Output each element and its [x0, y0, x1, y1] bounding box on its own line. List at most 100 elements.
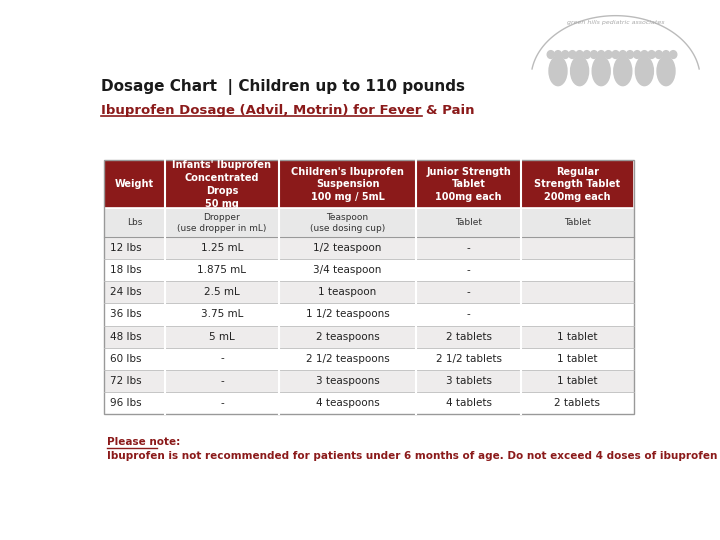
Text: 2 teaspoons: 2 teaspoons: [315, 332, 379, 341]
FancyBboxPatch shape: [279, 326, 416, 348]
FancyBboxPatch shape: [165, 348, 279, 369]
FancyBboxPatch shape: [521, 326, 634, 348]
FancyBboxPatch shape: [165, 369, 279, 392]
FancyBboxPatch shape: [104, 392, 165, 414]
FancyBboxPatch shape: [279, 348, 416, 369]
Text: 1 teaspoon: 1 teaspoon: [318, 287, 377, 298]
FancyBboxPatch shape: [416, 303, 521, 326]
FancyBboxPatch shape: [104, 348, 165, 369]
Text: 3 tablets: 3 tablets: [446, 376, 492, 386]
Ellipse shape: [547, 51, 554, 58]
FancyBboxPatch shape: [104, 369, 165, 392]
FancyBboxPatch shape: [521, 238, 634, 259]
FancyBboxPatch shape: [416, 160, 521, 208]
Ellipse shape: [619, 51, 626, 58]
FancyBboxPatch shape: [521, 160, 634, 208]
FancyBboxPatch shape: [521, 208, 634, 238]
FancyBboxPatch shape: [279, 238, 416, 259]
Text: 2 1/2 teaspoons: 2 1/2 teaspoons: [306, 354, 390, 363]
Text: 4 tablets: 4 tablets: [446, 397, 492, 408]
Text: 1 1/2 teaspoons: 1 1/2 teaspoons: [306, 309, 390, 320]
Ellipse shape: [648, 51, 655, 58]
Ellipse shape: [576, 51, 583, 58]
FancyBboxPatch shape: [279, 160, 416, 208]
Text: 4 teaspoons: 4 teaspoons: [315, 397, 379, 408]
Ellipse shape: [614, 57, 632, 86]
FancyBboxPatch shape: [416, 259, 521, 281]
FancyBboxPatch shape: [104, 238, 165, 259]
Text: Lbs: Lbs: [127, 218, 143, 227]
Text: 2 tablets: 2 tablets: [554, 397, 600, 408]
Text: Dosage Chart  | Children up to 110 pounds: Dosage Chart | Children up to 110 pounds: [101, 79, 465, 96]
FancyBboxPatch shape: [279, 303, 416, 326]
Text: 3.75 mL: 3.75 mL: [201, 309, 243, 320]
Text: Regular
Strength Tablet
200mg each: Regular Strength Tablet 200mg each: [534, 166, 621, 202]
Text: Children's Ibuprofen
Suspension
100 mg / 5mL: Children's Ibuprofen Suspension 100 mg /…: [291, 166, 404, 202]
FancyBboxPatch shape: [104, 259, 165, 281]
Ellipse shape: [626, 51, 634, 58]
FancyBboxPatch shape: [416, 281, 521, 303]
Ellipse shape: [636, 57, 654, 86]
FancyBboxPatch shape: [416, 208, 521, 238]
FancyBboxPatch shape: [279, 369, 416, 392]
FancyBboxPatch shape: [104, 208, 165, 238]
FancyBboxPatch shape: [165, 160, 279, 208]
Ellipse shape: [641, 51, 648, 58]
Text: 1.875 mL: 1.875 mL: [197, 266, 246, 275]
Ellipse shape: [634, 51, 641, 58]
FancyBboxPatch shape: [521, 348, 634, 369]
Text: -: -: [220, 354, 224, 363]
Text: -: -: [467, 309, 470, 320]
Text: 2 1/2 tablets: 2 1/2 tablets: [436, 354, 502, 363]
Text: 3/4 teaspoon: 3/4 teaspoon: [313, 266, 382, 275]
Ellipse shape: [590, 51, 598, 58]
Ellipse shape: [554, 51, 562, 58]
Text: Tablet: Tablet: [564, 218, 591, 227]
FancyBboxPatch shape: [416, 392, 521, 414]
FancyBboxPatch shape: [521, 303, 634, 326]
FancyBboxPatch shape: [165, 281, 279, 303]
Text: -: -: [220, 376, 224, 386]
FancyBboxPatch shape: [416, 369, 521, 392]
FancyBboxPatch shape: [104, 281, 165, 303]
Ellipse shape: [612, 51, 619, 58]
Text: Junior Strength
Tablet
100mg each: Junior Strength Tablet 100mg each: [426, 166, 511, 202]
FancyBboxPatch shape: [165, 238, 279, 259]
Ellipse shape: [583, 51, 590, 58]
Ellipse shape: [670, 51, 677, 58]
FancyBboxPatch shape: [279, 392, 416, 414]
Text: 18 lbs: 18 lbs: [109, 266, 141, 275]
Text: 96 lbs: 96 lbs: [109, 397, 141, 408]
Text: -: -: [467, 266, 470, 275]
Ellipse shape: [655, 51, 662, 58]
Ellipse shape: [657, 57, 675, 86]
Text: Infants' Ibuprofen
Concentrated
Drops
50 mg: Infants' Ibuprofen Concentrated Drops 50…: [172, 160, 271, 208]
FancyBboxPatch shape: [165, 326, 279, 348]
FancyBboxPatch shape: [521, 281, 634, 303]
Text: 60 lbs: 60 lbs: [109, 354, 141, 363]
Text: Ibuprofen is not recommended for patients under 6 months of age. Do not exceed 4: Ibuprofen is not recommended for patient…: [107, 451, 720, 461]
FancyBboxPatch shape: [416, 326, 521, 348]
FancyBboxPatch shape: [165, 303, 279, 326]
Text: 1.25 mL: 1.25 mL: [201, 244, 243, 253]
Text: Dropper
(use dropper in mL): Dropper (use dropper in mL): [177, 213, 266, 233]
Text: 1/2 teaspoon: 1/2 teaspoon: [313, 244, 382, 253]
Text: 48 lbs: 48 lbs: [109, 332, 141, 341]
Text: -: -: [467, 244, 470, 253]
Text: 1 tablet: 1 tablet: [557, 354, 598, 363]
Text: Please note:: Please note:: [107, 436, 180, 447]
Ellipse shape: [593, 57, 611, 86]
FancyBboxPatch shape: [279, 259, 416, 281]
FancyBboxPatch shape: [521, 259, 634, 281]
Text: 2 tablets: 2 tablets: [446, 332, 492, 341]
Text: Tablet: Tablet: [455, 218, 482, 227]
Text: 12 lbs: 12 lbs: [109, 244, 141, 253]
FancyBboxPatch shape: [104, 326, 165, 348]
FancyBboxPatch shape: [279, 208, 416, 238]
FancyBboxPatch shape: [165, 392, 279, 414]
Text: 72 lbs: 72 lbs: [109, 376, 141, 386]
Text: Teaspoon
(use dosing cup): Teaspoon (use dosing cup): [310, 213, 385, 233]
Text: 24 lbs: 24 lbs: [109, 287, 141, 298]
FancyBboxPatch shape: [521, 369, 634, 392]
Text: -: -: [467, 287, 470, 298]
